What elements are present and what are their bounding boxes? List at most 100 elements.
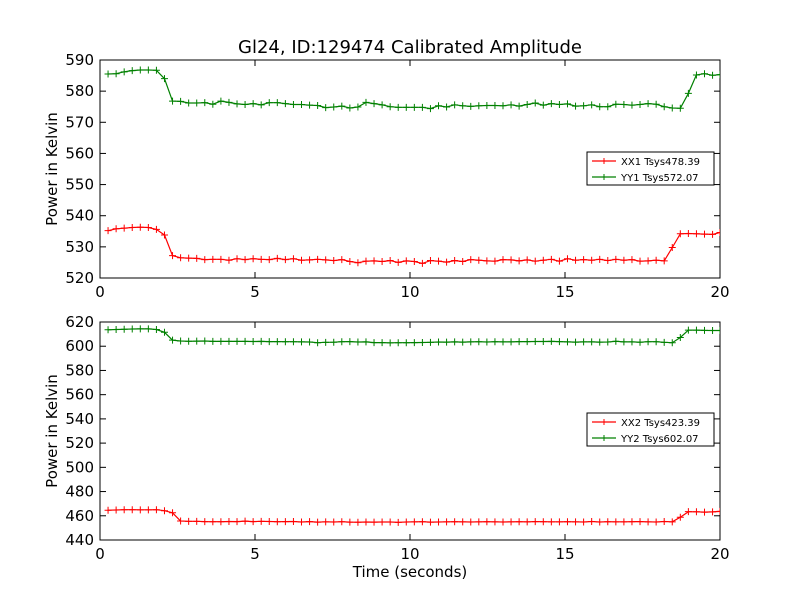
data-point-marker: [330, 518, 338, 526]
data-point-marker: [241, 517, 249, 525]
data-point-marker: [435, 338, 443, 346]
y-tick-label: 480: [65, 483, 94, 501]
data-point-marker: [604, 338, 612, 346]
data-point-marker: [144, 224, 152, 232]
data-point-marker: [435, 257, 443, 265]
data-point-marker: [338, 102, 346, 110]
data-point-marker: [628, 518, 636, 526]
data-point-marker: [475, 518, 483, 526]
data-point-marker: [410, 339, 418, 347]
y-tick-label: 500: [65, 458, 94, 476]
data-point-marker: [596, 103, 604, 111]
data-point-marker: [660, 103, 668, 111]
data-point-marker: [169, 252, 177, 260]
data-point-marker: [676, 230, 684, 238]
data-point-marker: [160, 75, 168, 83]
data-point-marker: [394, 518, 402, 526]
data-point-marker: [201, 99, 209, 107]
data-point-marker: [346, 338, 354, 346]
data-point-marker: [386, 518, 394, 526]
data-point-marker: [588, 517, 596, 525]
data-point-marker: [644, 257, 652, 265]
data-point-marker: [652, 256, 660, 264]
data-point-marker: [257, 101, 265, 109]
data-point-marker: [136, 506, 144, 514]
data-point-marker: [555, 101, 563, 109]
data-point-marker: [612, 337, 620, 345]
data-point-marker: [580, 256, 588, 264]
x-tick-label: 5: [250, 545, 260, 563]
y-tick-label: 540: [65, 410, 94, 428]
data-point-marker: [588, 256, 596, 264]
data-point-marker: [330, 338, 338, 346]
data-point-marker: [451, 101, 459, 109]
data-point-marker: [555, 257, 563, 265]
data-point-marker: [120, 68, 128, 76]
data-point-marker: [491, 257, 499, 265]
data-point-marker: [354, 338, 362, 346]
data-point-marker: [386, 103, 394, 111]
data-point-marker: [338, 518, 346, 526]
data-point-marker: [596, 255, 604, 263]
data-point-marker: [185, 517, 193, 525]
data-point-marker: [451, 257, 459, 265]
data-point-marker: [378, 101, 386, 109]
data-point-marker: [249, 255, 257, 263]
data-point-marker: [572, 338, 580, 346]
legend: XX1 Tsys478.39 YY1 Tsys572.07: [586, 151, 715, 186]
data-point-marker: [144, 325, 152, 333]
data-point-marker: [523, 101, 531, 109]
y-tick-label: 560: [65, 144, 94, 162]
data-point-marker: [620, 256, 628, 264]
data-point-marker: [152, 66, 160, 74]
data-point-marker: [531, 257, 539, 265]
data-point-marker: [572, 518, 580, 526]
data-point-marker: [563, 255, 571, 263]
data-point-marker: [217, 255, 225, 263]
data-point-marker: [169, 97, 177, 105]
data-point-marker: [547, 100, 555, 108]
data-point-marker: [289, 255, 297, 263]
data-point-marker: [314, 101, 322, 109]
data-point-marker: [112, 326, 120, 334]
data-point-marker: [426, 257, 434, 265]
data-point-marker: [596, 338, 604, 346]
data-point-marker: [483, 101, 491, 109]
data-point-marker: [499, 102, 507, 110]
data-point-marker: [499, 338, 507, 346]
data-point-marker: [322, 518, 330, 526]
data-point-marker: [426, 518, 434, 526]
data-point-marker: [660, 338, 668, 346]
data-point-marker: [120, 506, 128, 514]
data-point-marker: [265, 338, 273, 346]
x-tick-label: 15: [555, 545, 574, 563]
y-axis-label: Power in Kelvin: [43, 374, 61, 488]
data-point-marker: [298, 101, 305, 109]
data-point-marker: [370, 339, 378, 347]
data-point-marker: [451, 338, 459, 346]
data-point-marker: [298, 338, 305, 346]
data-point-marker: [612, 518, 620, 526]
data-point-marker: [620, 518, 628, 526]
data-point-marker: [169, 336, 177, 344]
data-point-marker: [467, 102, 475, 110]
data-point-marker: [692, 508, 700, 516]
data-point-marker: [330, 103, 338, 111]
data-point-marker: [104, 506, 112, 514]
data-point-marker: [418, 103, 426, 111]
data-point-marker: [217, 337, 225, 345]
bottom-panel: 0 5 10 15 20 440 460 480 500 520 540 560 580 600 620 Po…: [43, 313, 730, 581]
data-point-marker: [193, 254, 201, 262]
y-tick-label: 460: [65, 507, 94, 525]
y-tick-label: 580: [65, 361, 94, 379]
data-point-marker: [112, 70, 120, 78]
data-point-marker: [628, 256, 636, 264]
data-point-marker: [684, 89, 692, 97]
data-point-marker: [555, 338, 563, 346]
x-tick-label: 5: [250, 283, 260, 301]
data-point-marker: [136, 66, 144, 74]
series-2: [104, 325, 720, 347]
data-point-marker: [410, 518, 418, 526]
data-point-marker: [394, 103, 402, 111]
data-point-marker: [636, 257, 644, 265]
